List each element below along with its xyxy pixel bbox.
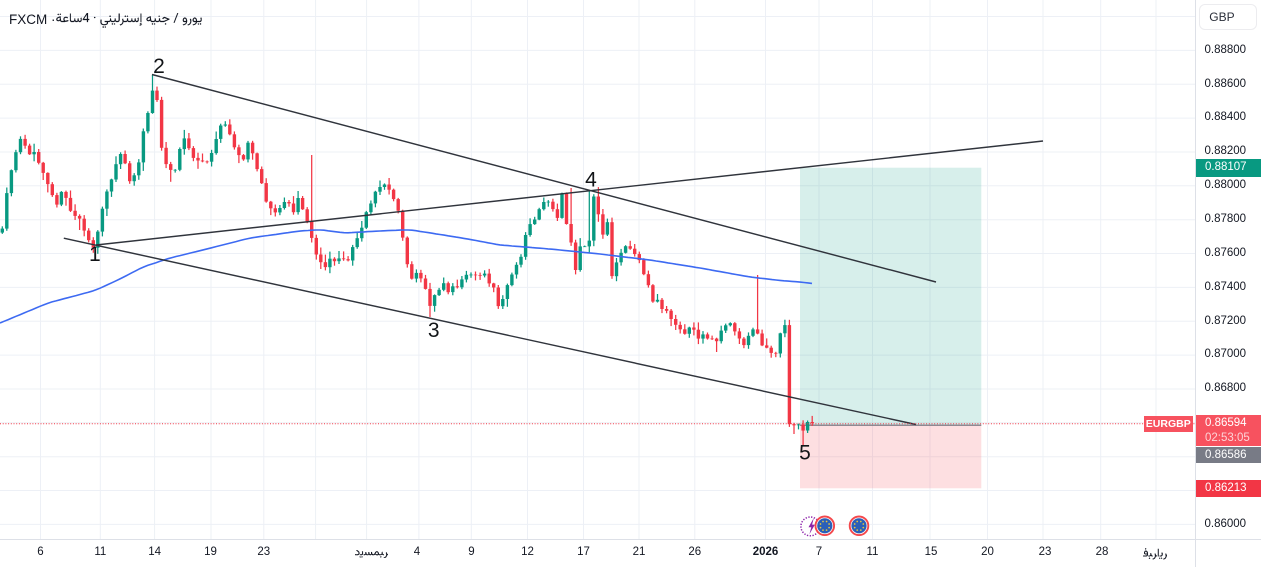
svg-text:1: 1 xyxy=(89,243,101,266)
svg-text:5: 5 xyxy=(799,442,811,465)
svg-text:4: 4 xyxy=(585,169,597,192)
svg-text:2: 2 xyxy=(153,55,165,78)
svg-text:3: 3 xyxy=(428,319,440,342)
